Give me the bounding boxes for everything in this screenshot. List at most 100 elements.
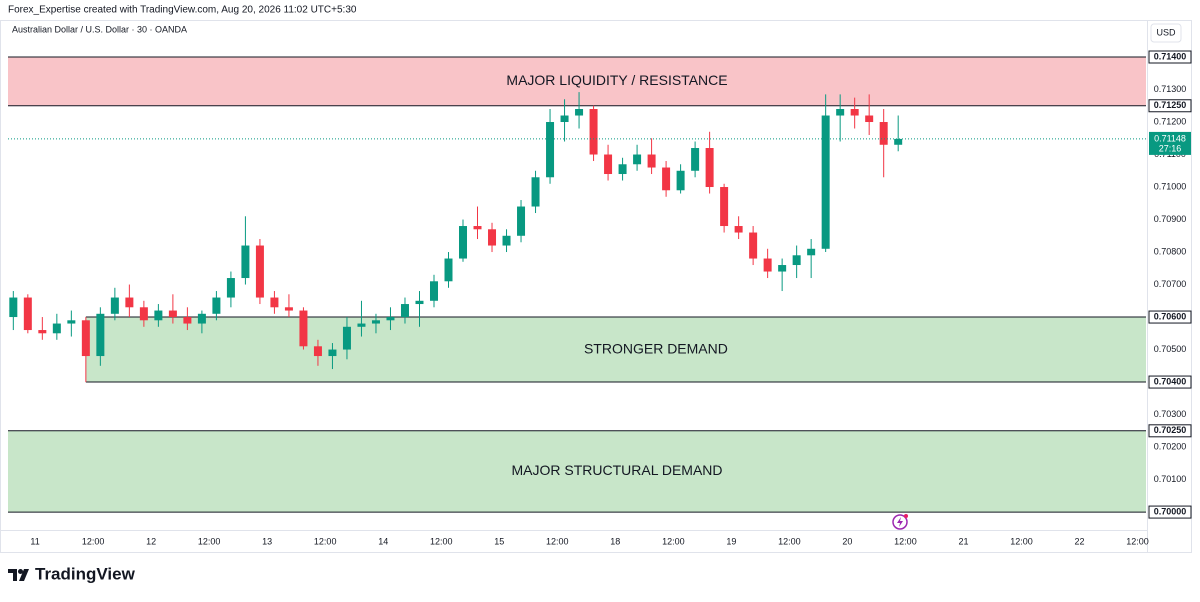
x-tick-label: 18 (610, 536, 620, 546)
candle-body (241, 245, 250, 279)
candle-body (502, 235, 511, 246)
candle-body (444, 258, 453, 282)
price-label: 0.70600 (1154, 311, 1187, 321)
candle-body (23, 297, 32, 331)
x-tick-label: 12:00 (778, 536, 801, 546)
currency-button[interactable] (1150, 23, 1182, 43)
x-tick-label: 12:00 (546, 536, 569, 546)
candle-body (778, 265, 787, 272)
y-tick-label: 0.70100 (1154, 474, 1187, 484)
x-tick-label: 12:00 (82, 536, 105, 546)
candle-body (255, 245, 264, 298)
candle-body (879, 122, 888, 145)
candle-body (371, 320, 380, 324)
zone (8, 57, 1146, 106)
x-tick-label: 21 (958, 536, 968, 546)
candle-body (807, 248, 816, 256)
price-label: 0.70250 (1154, 425, 1187, 435)
candle-body (459, 226, 468, 259)
x-tick-label: 20 (842, 536, 852, 546)
candle-body (357, 323, 366, 327)
candle-body (792, 255, 801, 266)
candle-body (662, 167, 671, 191)
candle-body (183, 317, 192, 324)
countdown: 27:16 (1159, 143, 1182, 153)
candle-body (125, 297, 134, 308)
candle-body (691, 148, 700, 171)
candle-body (560, 115, 569, 123)
brand: TradingView (35, 564, 136, 583)
price-label: 0.70000 (1154, 506, 1187, 516)
candle-body (154, 310, 163, 321)
candle-body (734, 226, 743, 233)
candle-body (429, 281, 438, 301)
y-tick-label: 0.70500 (1154, 344, 1187, 354)
candle-body (821, 115, 830, 249)
credit: Forex_Expertise created with TradingView… (8, 5, 357, 16)
candle-body (342, 326, 351, 350)
price-label-box (1148, 99, 1192, 113)
candle-body (647, 154, 656, 168)
chart-frame (0, 20, 1192, 553)
candle-body (313, 346, 322, 357)
zone-label: MAJOR LIQUIDITY / RESISTANCE (506, 72, 727, 88)
price-label-box (1148, 310, 1192, 324)
candle-body (705, 148, 714, 188)
candle-body (676, 170, 685, 191)
zone-label: MAJOR STRUCTURAL DEMAND (511, 462, 722, 478)
x-tick-label: 14 (378, 536, 388, 546)
candle-body (836, 109, 845, 116)
candle-body (749, 232, 758, 259)
price-label: 0.71250 (1154, 100, 1187, 110)
candle-body (67, 320, 76, 324)
price-label-box (1148, 424, 1192, 438)
candle-body (284, 307, 293, 311)
x-tick-label: 19 (726, 536, 736, 546)
y-tick-label: 0.71000 (1154, 181, 1187, 191)
y-tick-label: 0.71300 (1154, 84, 1187, 94)
candle-body (517, 206, 526, 236)
candle-body (589, 109, 598, 155)
candle-body (633, 154, 642, 165)
x-tick-label: 15 (494, 536, 504, 546)
zone (8, 430, 1146, 513)
y-tick-label: 0.70300 (1154, 409, 1187, 419)
brand-logo (8, 569, 29, 581)
candle-body (763, 258, 772, 272)
candle-body (720, 187, 729, 227)
x-tick-label: 12:00 (894, 536, 917, 546)
candles (9, 92, 903, 383)
x-tick-label: 12:00 (198, 536, 221, 546)
event-icon[interactable] (892, 514, 908, 530)
zone-label: STRONGER DEMAND (584, 340, 728, 356)
x-tick-label: 12:00 (1010, 536, 1033, 546)
price-label: 0.71400 (1154, 51, 1187, 61)
candle-body (38, 330, 47, 334)
candle-body (81, 320, 90, 357)
candle-body (197, 313, 206, 324)
price-label-box (1148, 505, 1192, 519)
y-tick-label: 0.70700 (1154, 279, 1187, 289)
candle-body (850, 109, 859, 116)
candle-body (270, 297, 279, 308)
currency[interactable]: USD (1156, 27, 1176, 37)
candle-body (604, 154, 613, 175)
y-tick-label: 0.71200 (1154, 116, 1187, 126)
candle-body (400, 304, 409, 318)
candle-body (328, 349, 337, 357)
x-tick-label: 22 (1075, 536, 1085, 546)
candle-body (139, 307, 148, 321)
x-tick-label: 11 (30, 536, 39, 546)
x-tick-label: 12:00 (1126, 536, 1149, 546)
candle-body (9, 297, 18, 318)
candle-body (212, 297, 221, 314)
candle-body (168, 310, 177, 318)
last-price-label: 0.71148 (1154, 133, 1186, 143)
price-label-box (1148, 50, 1192, 64)
candle-body (110, 297, 119, 314)
y-tick-label: 0.70800 (1154, 246, 1187, 256)
x-tick-label: 12:00 (662, 536, 685, 546)
candle-body (618, 164, 627, 175)
price-label: 0.70400 (1154, 376, 1187, 386)
x-tick-label: 12 (146, 536, 156, 546)
